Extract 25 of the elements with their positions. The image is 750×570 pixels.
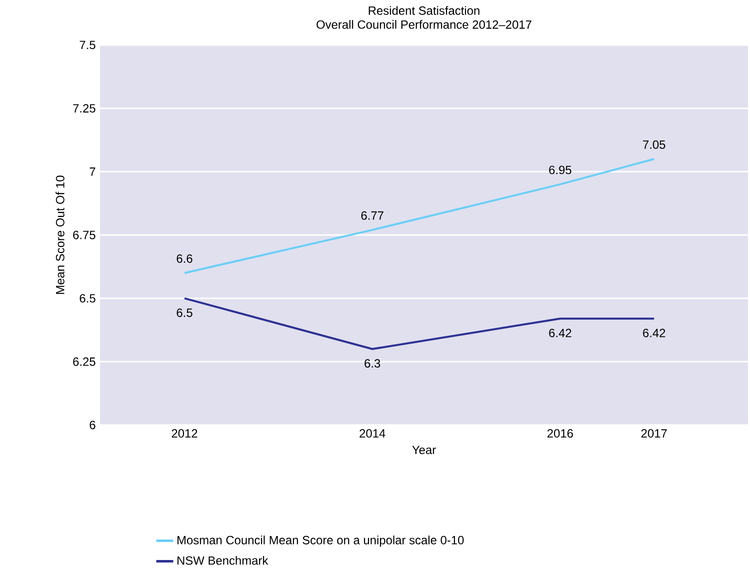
y-axis-title: Mean Score Out Of 10 (56, 175, 64, 294)
data-label: 6.3 (364, 358, 380, 368)
data-label: 7.05 (643, 140, 666, 149)
x-tick-label: 2012 (172, 428, 198, 438)
data-label: 6.6 (176, 254, 192, 263)
x-tick-label: 2017 (641, 428, 667, 438)
y-tick-label: 6.25 (73, 357, 96, 366)
x-tick-label: 2014 (360, 428, 386, 438)
y-tick-label: 6.75 (73, 230, 96, 239)
chart-title: Resident Satisfaction (368, 6, 480, 15)
data-label: 6.42 (643, 328, 666, 337)
data-label: 6.42 (549, 328, 572, 337)
y-tick-label: 6 (90, 420, 96, 429)
x-tick-label: 2016 (547, 428, 573, 438)
data-label: 6.95 (549, 165, 572, 174)
data-label: 6.5 (176, 308, 192, 317)
legend-label: Mosman Council Mean Score on a unipolar scale 0-10 (178, 535, 464, 547)
y-tick-label: 7.25 (73, 104, 96, 112)
chart-subtitle: Overall Council Performance 2012–2017 (316, 20, 532, 29)
data-label: 6.77 (361, 211, 384, 220)
x-axis-title: Year (412, 446, 436, 454)
y-tick-label: 7.5 (80, 40, 96, 49)
y-tick-label: 7 (90, 167, 96, 176)
legend-label: NSW Benchmark (178, 556, 268, 565)
y-tick-label: 6.5 (80, 294, 96, 302)
